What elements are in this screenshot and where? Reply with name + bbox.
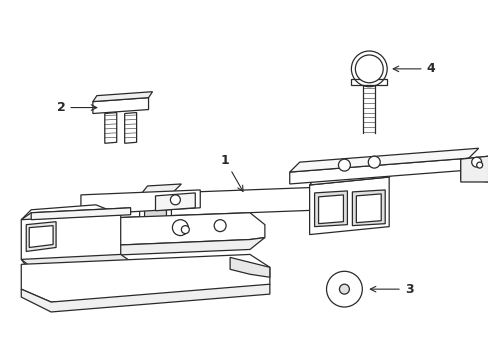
Text: 4: 4 — [392, 62, 434, 75]
Polygon shape — [51, 238, 264, 257]
Text: 2: 2 — [57, 101, 97, 114]
Polygon shape — [314, 191, 346, 227]
Polygon shape — [31, 208, 130, 220]
Polygon shape — [139, 184, 181, 196]
Circle shape — [338, 159, 350, 171]
Text: 1: 1 — [220, 154, 243, 192]
Polygon shape — [460, 156, 488, 182]
Circle shape — [214, 220, 225, 231]
Polygon shape — [93, 98, 148, 113]
Polygon shape — [104, 113, 117, 143]
Circle shape — [471, 157, 481, 167]
Polygon shape — [144, 199, 166, 219]
Circle shape — [172, 220, 188, 235]
Circle shape — [170, 195, 180, 205]
Polygon shape — [155, 193, 195, 211]
Polygon shape — [351, 79, 386, 85]
Polygon shape — [26, 222, 56, 251]
Polygon shape — [356, 194, 381, 223]
Polygon shape — [289, 148, 478, 172]
Polygon shape — [81, 190, 200, 215]
Polygon shape — [29, 226, 53, 247]
Polygon shape — [116, 185, 379, 218]
Polygon shape — [460, 156, 488, 182]
Polygon shape — [124, 113, 136, 143]
Polygon shape — [318, 195, 343, 224]
Polygon shape — [230, 257, 269, 277]
Polygon shape — [36, 210, 91, 260]
Circle shape — [339, 284, 349, 294]
Polygon shape — [139, 194, 171, 224]
Polygon shape — [21, 208, 130, 220]
Polygon shape — [309, 162, 406, 185]
Circle shape — [326, 271, 362, 307]
Polygon shape — [21, 284, 269, 312]
Polygon shape — [289, 158, 468, 184]
Polygon shape — [51, 213, 264, 247]
Text: 3: 3 — [369, 283, 412, 296]
Polygon shape — [21, 255, 130, 267]
Polygon shape — [21, 255, 269, 302]
Polygon shape — [309, 177, 388, 235]
Polygon shape — [352, 190, 385, 226]
Polygon shape — [332, 276, 355, 302]
Circle shape — [476, 162, 482, 168]
Circle shape — [181, 226, 189, 234]
Polygon shape — [21, 205, 121, 272]
Circle shape — [367, 156, 380, 168]
Polygon shape — [93, 92, 152, 102]
Circle shape — [355, 55, 383, 83]
